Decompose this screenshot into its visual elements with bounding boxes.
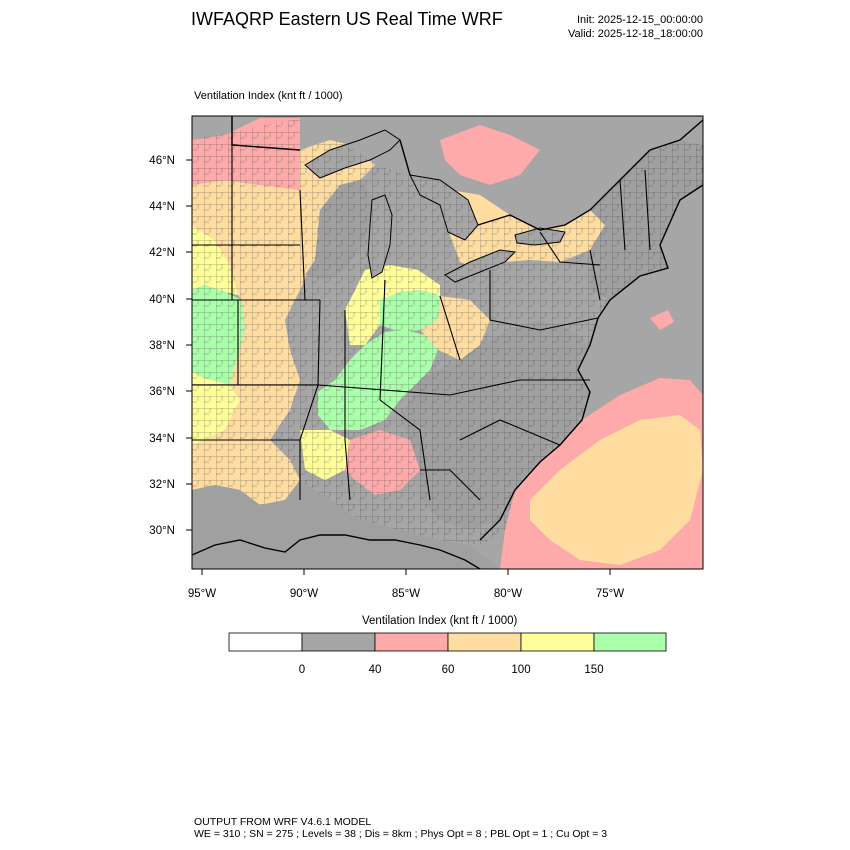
colorbar-bin [374,632,449,652]
lon-label: 80°W [494,588,522,600]
lat-label: 44°N [149,201,175,213]
model-version: OUTPUT FROM WRF V4.6.1 MODEL [194,816,372,828]
valid-time: Valid: 2025-12-18_18:00:00 [568,28,703,40]
lat-label: 40°N [149,294,175,306]
colorbar-tick-label: 0 [298,664,306,676]
county-lines [192,118,703,545]
state-borders [192,116,651,501]
lon-ticks [201,569,611,575]
coastline [192,184,703,569]
lat-label: 34°N [149,433,175,445]
region-0-40-gulfcoast [192,480,500,569]
colorbar-title: Ventilation Index (knt ft / 1000) [362,615,518,627]
model-info: OUTPUT FROM WRF V4.6.1 MODEL WE = 310 ; … [194,816,607,840]
region-60-100-offshore [530,415,703,565]
lat-label: 42°N [149,247,175,259]
colorbar-bin [593,632,667,652]
lat-label: 46°N [149,155,175,167]
map-frame [191,115,704,570]
lat-label: 38°N [149,340,175,352]
colorbar-bin [301,632,376,652]
init-time: Init: 2025-12-15_00:00:00 [577,14,703,26]
colorbar-bin [520,632,595,652]
lat-label: 36°N [149,386,175,398]
map-area [192,116,703,569]
colorbar-tick-label: 100 [511,664,531,676]
lon-label: 95°W [188,588,216,600]
colorbar-tick-label: 150 [584,664,604,676]
colorbar-tick-label: 40 [368,664,382,676]
lat-label: 32°N [149,479,175,491]
lon-label: 75°W [596,588,624,600]
region-40-60-quebec [440,125,540,185]
colorbar-bin [447,632,522,652]
lon-label: 90°W [290,588,318,600]
map-subtitle: Ventilation Index (knt ft / 1000) [194,90,343,102]
region-40-60-capecod [650,310,674,330]
model-settings: WE = 310 ; SN = 275 ; Levels = 38 ; Dis … [194,828,608,840]
colorbar-bin [228,632,303,652]
colorbar-tick-label: 60 [441,664,455,676]
colorbar [228,632,667,652]
plot-title: IWFAQRP Eastern US Real Time WRF [191,9,503,29]
lat-label: 30°N [149,525,175,537]
country-border [231,116,703,231]
run-times: Init: 2025-12-15_00:00:00 Valid: 2025-12… [520,13,703,41]
lat-ticks [186,159,192,531]
lon-label: 85°W [392,588,420,600]
